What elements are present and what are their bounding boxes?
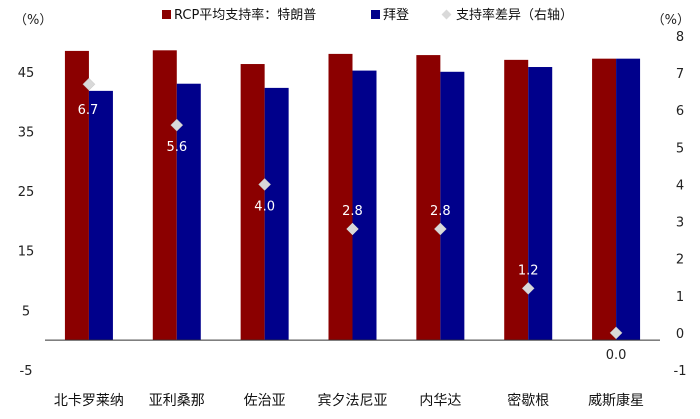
bar-biden [528,67,553,341]
left-tick-label: 5 [22,304,30,319]
bar-biden [440,71,465,341]
bar-trump [328,53,353,341]
diff-marker [609,326,623,340]
diff-value-label: 1.2 [518,263,539,278]
diff-marker [258,178,271,191]
bar-trump [504,59,529,341]
right-tick-label: 5 [676,141,684,156]
diff-marker [521,282,535,295]
diff-marker [346,222,359,236]
right-tick-label: 8 [676,30,684,45]
right-tick-label: 6 [676,104,684,119]
left-axis-unit: （%） [14,13,52,28]
legend: RCP平均支持率：特朗普 拜登 支持率差异（右轴） [162,7,573,23]
left-tick-label: 45 [18,66,35,81]
diff-value-label: 2.8 [342,204,363,219]
diff-value-label: 4.0 [254,199,275,214]
diff-value-label: 5.6 [166,140,187,155]
right-tick-label: -1 [674,364,687,379]
category-label: 佐治亚 [244,393,286,409]
category-labels: 北卡罗莱纳 亚利桑那 佐治亚 宾夕法尼亚 内华达 密歇根 威斯康星 [54,392,644,409]
diff-value-label: 2.8 [430,204,451,219]
left-axis-ticks: -5 5 15 25 35 45 [18,66,35,379]
diff-marker [170,118,184,132]
category-label: 宾夕法尼亚 [318,393,388,409]
legend-label-trump: RCP平均支持率：特朗普 [174,7,316,23]
legend-label-biden: 拜登 [383,8,409,23]
bar-trump [592,58,617,341]
bar-biden [264,87,289,341]
left-tick-label: 15 [18,245,35,260]
category-label: 北卡罗莱纳 [54,393,124,409]
bar-biden [616,58,641,341]
right-tick-label: 1 [676,290,684,305]
legend-marker-trump [162,10,171,19]
bar-biden [176,83,201,341]
bar-trump [64,50,89,341]
category-label: 密歇根 [507,392,549,409]
bar-biden [88,90,113,341]
right-tick-label: 2 [676,253,684,268]
bars [64,50,641,341]
bar-trump [416,55,441,341]
left-tick-label: 25 [18,185,35,200]
category-label: 内华达 [419,393,461,409]
bar-trump [152,50,177,341]
diff-value-label: 6.7 [78,103,99,118]
right-axis-unit: （%） [652,13,690,28]
diff-marker [82,77,96,91]
right-tick-label: 3 [676,216,684,231]
left-tick-label: -5 [20,364,33,379]
left-tick-label: 35 [18,125,35,140]
category-label: 威斯康星 [588,392,644,409]
bar-trump [240,64,265,341]
right-tick-label: 7 [676,67,684,82]
right-tick-label: 4 [676,178,684,193]
right-axis-ticks: -1 0 1 2 3 4 5 6 7 8 [674,30,687,379]
legend-marker-diff [441,9,452,20]
diff-marker [434,222,447,236]
legend-marker-biden [371,10,380,19]
category-label: 亚利桑那 [149,393,205,409]
diff-value-label: 0.0 [606,348,627,363]
legend-label-diff: 支持率差异（右轴） [456,7,573,23]
difference-markers: 6.7 5.6 4.0 2.8 2.8 1.2 0.0 [78,77,627,363]
bar-biden [352,70,377,341]
right-tick-label: 0 [676,327,684,342]
